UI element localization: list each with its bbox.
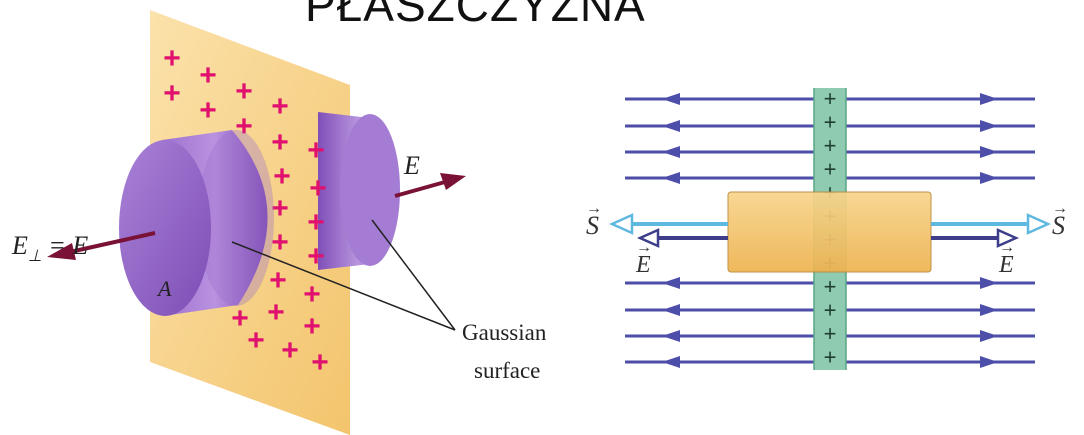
e-perp-subscript: ⊥ xyxy=(28,248,42,265)
cylinder-left-part xyxy=(119,130,274,316)
plus-charge: + xyxy=(307,206,325,239)
e-right-label: E xyxy=(998,252,1014,278)
gaussian-box xyxy=(727,191,932,273)
e-perp-label: E⊥ = E xyxy=(11,231,88,265)
strip-plus-charge: + xyxy=(824,321,837,346)
page-title: PŁASZCZYZNA xyxy=(305,0,646,31)
plus-charge: + xyxy=(235,75,253,108)
s-arrow-right xyxy=(931,213,1052,235)
plus-charge: + xyxy=(271,226,289,259)
plus-charge: + xyxy=(247,324,265,357)
strip-plus-charge: + xyxy=(824,298,837,323)
e-label: E xyxy=(403,151,420,180)
gaussian-label-line1: Gaussian xyxy=(462,320,547,345)
plus-charge: + xyxy=(271,126,289,159)
s-left-vector-mark: → xyxy=(586,200,602,217)
right-figure: ++++++++++++ S → S → E → E → xyxy=(586,86,1068,370)
plus-charge: + xyxy=(269,264,287,297)
plus-charge: + xyxy=(199,94,217,127)
strip-plus-charge: + xyxy=(824,157,837,182)
field-arrowhead-right xyxy=(980,356,998,368)
field-arrow-left xyxy=(47,231,156,260)
field-arrowhead-left xyxy=(662,146,680,158)
e-right-vector-mark: → xyxy=(999,239,1015,256)
field-arrowhead-right xyxy=(980,172,998,184)
field-arrowhead-left xyxy=(662,304,680,316)
strip-plus-charge: + xyxy=(824,133,837,158)
plus-charge: + xyxy=(307,240,325,273)
plus-charge: + xyxy=(303,278,321,311)
e-arrow-left xyxy=(636,228,728,248)
plus-charge: + xyxy=(273,160,291,193)
plus-charge: + xyxy=(307,134,325,167)
strip-plus-charge: + xyxy=(824,86,837,111)
s-left-label: S xyxy=(586,211,599,240)
field-arrowhead-right xyxy=(980,277,998,289)
strip-plus-charge: + xyxy=(824,110,837,135)
plus-charge: + xyxy=(281,334,299,367)
s-right-label: S xyxy=(1052,211,1065,240)
left-figure: +++++++++++++++++++++++++ E E⊥ = E A Gau… xyxy=(11,10,547,435)
plus-charge: + xyxy=(309,172,327,205)
cylinder-end-face xyxy=(119,140,211,316)
plus-charge: + xyxy=(163,77,181,110)
field-arrowhead-left xyxy=(662,356,680,368)
gaussian-pointer-lines xyxy=(231,219,456,331)
plus-charge: + xyxy=(163,42,181,75)
plus-charge: + xyxy=(303,310,321,343)
area-label: A xyxy=(156,276,172,301)
field-lines xyxy=(625,93,1035,368)
strip-plus-charge: + xyxy=(824,345,837,370)
strip-plus-charge: + xyxy=(824,274,837,299)
plus-charge: + xyxy=(267,296,285,329)
field-arrowhead-right xyxy=(980,304,998,316)
plus-charge: + xyxy=(271,90,289,123)
plus-charge: + xyxy=(235,110,253,143)
plus-charge: + xyxy=(271,192,289,225)
field-arrowhead-left xyxy=(662,277,680,289)
cylinder-right-part xyxy=(318,112,400,270)
plus-charge: + xyxy=(199,59,217,92)
field-arrowhead-right xyxy=(980,146,998,158)
e-arrow-right xyxy=(931,228,1020,248)
e-left-label: E xyxy=(635,252,651,278)
e-left-vector-mark: → xyxy=(636,239,652,256)
field-arrowhead-left xyxy=(662,120,680,132)
plus-charge: + xyxy=(231,302,249,335)
s-arrow-left xyxy=(608,213,728,235)
field-arrowhead-right xyxy=(980,93,998,105)
plus-charge: + xyxy=(311,346,329,379)
field-arrow-right xyxy=(394,173,466,198)
field-arrowhead-left xyxy=(662,93,680,105)
field-arrowhead-left xyxy=(662,172,680,184)
gaussian-label-line2: surface xyxy=(474,358,540,383)
field-arrowhead-right xyxy=(980,120,998,132)
field-arrowhead-right xyxy=(980,330,998,342)
s-right-vector-mark: → xyxy=(1052,200,1068,217)
field-arrowhead-left xyxy=(662,330,680,342)
